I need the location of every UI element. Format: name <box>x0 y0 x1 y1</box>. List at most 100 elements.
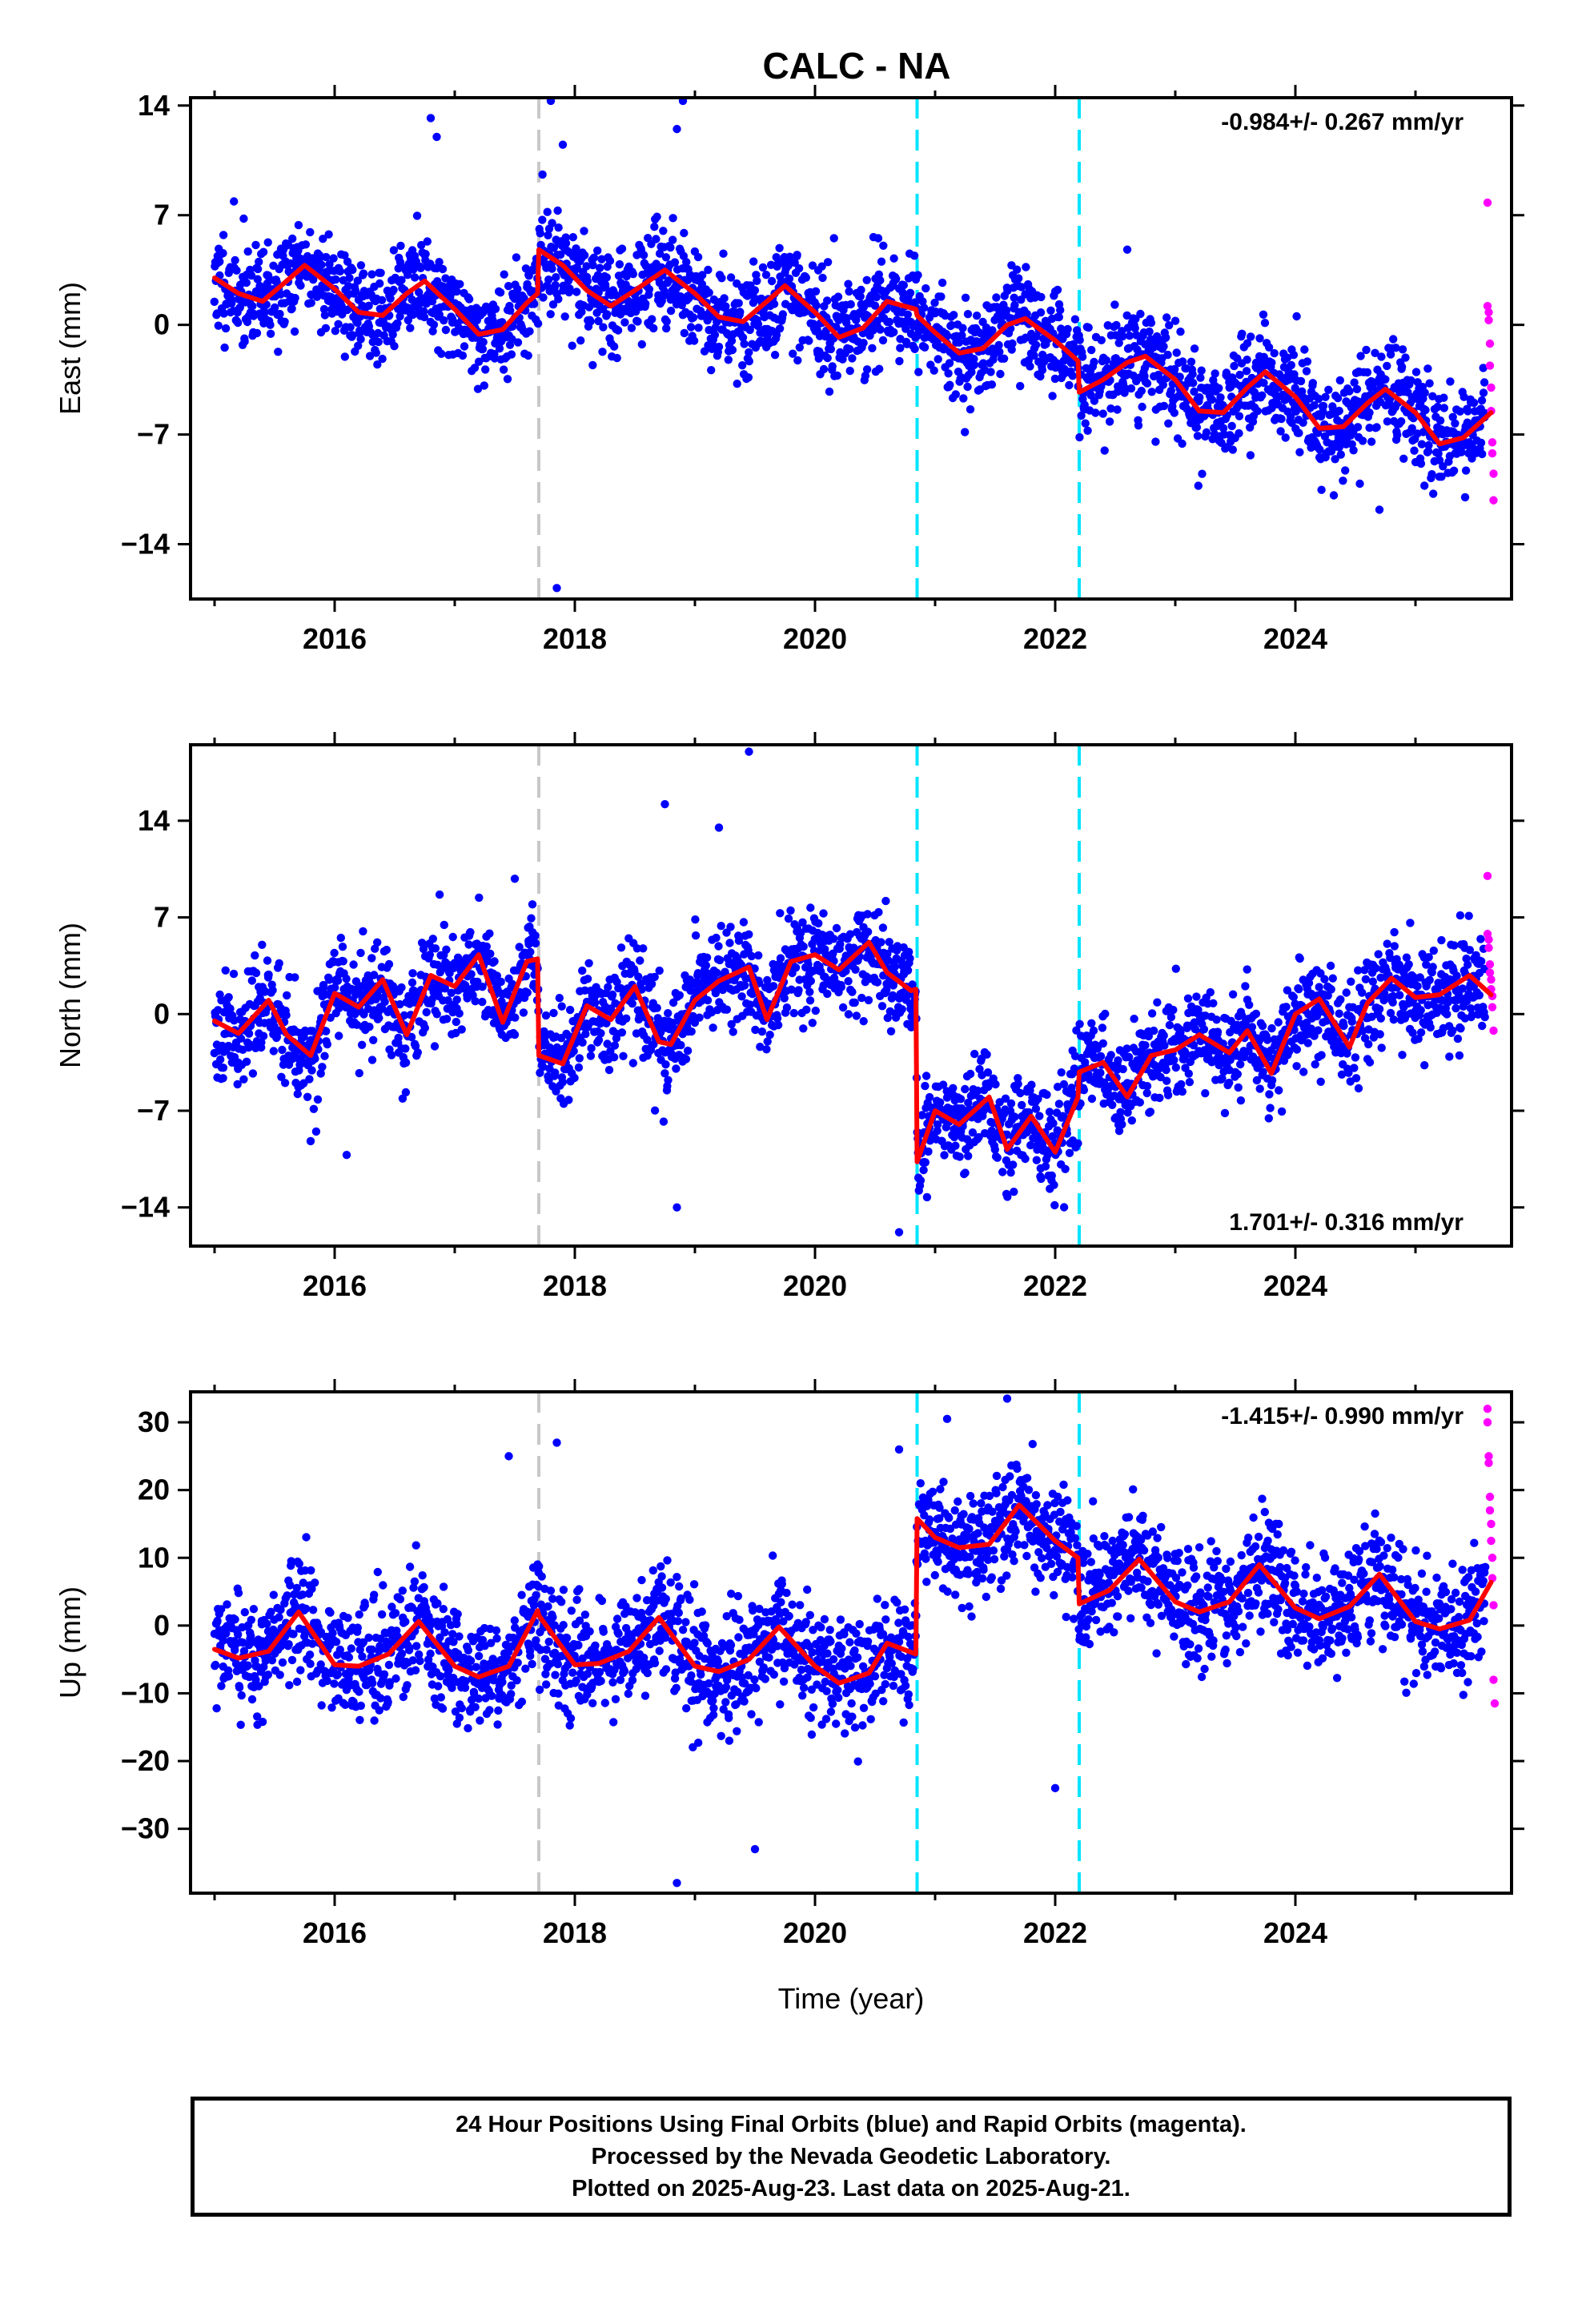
final-point <box>1016 381 1025 391</box>
final-point <box>224 993 233 1002</box>
final-point <box>335 267 345 275</box>
final-point <box>1101 1009 1110 1019</box>
final-point <box>628 1059 637 1068</box>
final-point <box>1446 377 1455 386</box>
final-point <box>787 985 796 994</box>
final-point <box>263 238 272 247</box>
final-point <box>1281 433 1290 442</box>
final-point <box>823 296 832 305</box>
final-point <box>1010 300 1019 310</box>
final-point <box>1417 440 1427 448</box>
final-point <box>570 1073 579 1083</box>
final-point <box>879 241 888 250</box>
final-point <box>1243 356 1251 364</box>
final-point <box>1112 320 1121 330</box>
final-point <box>874 907 883 917</box>
x-tick-label: 2016 <box>303 622 367 655</box>
rapid-point <box>1485 339 1495 348</box>
final-point <box>1065 380 1074 390</box>
final-point <box>1337 1070 1347 1080</box>
final-point <box>1158 380 1168 389</box>
final-point <box>373 360 382 369</box>
final-point <box>1449 466 1459 475</box>
final-point <box>828 362 837 371</box>
final-point <box>481 365 490 374</box>
final-point <box>972 312 982 320</box>
y-tick-label: −7 <box>137 418 170 451</box>
final-point <box>738 361 747 370</box>
final-point <box>819 364 829 374</box>
final-point <box>1479 364 1488 372</box>
final-point <box>220 343 229 352</box>
final-point <box>338 943 347 951</box>
final-point <box>470 364 480 372</box>
final-point <box>1142 1082 1152 1091</box>
final-point <box>895 356 904 366</box>
final-point <box>510 1030 520 1039</box>
final-point <box>1045 1108 1054 1116</box>
final-point <box>857 285 865 295</box>
final-point <box>272 1032 282 1042</box>
final-point <box>548 219 556 227</box>
final-point <box>892 275 901 283</box>
final-point <box>336 933 345 943</box>
final-point <box>1461 466 1471 475</box>
final-point <box>359 927 367 936</box>
final-point <box>478 997 487 1007</box>
final-point <box>734 299 743 308</box>
final-point <box>793 356 802 365</box>
final-point <box>662 324 671 333</box>
final-point <box>1292 1045 1302 1054</box>
final-point <box>689 1011 697 1021</box>
y-tick-label: 0 <box>154 308 170 341</box>
final-point <box>1433 402 1442 412</box>
final-point <box>324 230 333 239</box>
final-point <box>486 949 495 959</box>
final-point <box>622 271 631 281</box>
final-point <box>568 341 576 350</box>
final-point <box>416 263 425 272</box>
final-point <box>420 1023 429 1032</box>
final-point <box>290 327 299 336</box>
final-point <box>553 206 562 215</box>
final-point <box>1098 1023 1107 1032</box>
final-point <box>1002 306 1011 315</box>
final-point <box>1287 360 1296 370</box>
final-point <box>555 994 564 1003</box>
final-point <box>474 357 484 366</box>
final-point <box>1335 1009 1343 1018</box>
final-point <box>1056 306 1065 315</box>
final-point <box>1186 357 1196 366</box>
final-point <box>247 976 256 985</box>
final-point <box>687 1027 696 1036</box>
y-tick-label: 7 <box>154 199 170 231</box>
final-point <box>893 942 902 951</box>
final-point <box>369 1035 378 1045</box>
final-point <box>734 936 744 945</box>
final-point <box>525 327 534 336</box>
final-point <box>1478 449 1487 459</box>
final-point <box>466 927 475 937</box>
final-point <box>966 405 975 414</box>
final-point <box>319 980 328 990</box>
final-point <box>636 956 644 965</box>
final-point <box>512 253 521 262</box>
final-point <box>1135 1098 1145 1107</box>
final-point <box>272 278 281 287</box>
final-point <box>1074 1139 1082 1148</box>
final-point <box>275 309 284 319</box>
final-point <box>1238 329 1247 338</box>
final-outlier-point <box>678 98 688 106</box>
final-point <box>1050 1200 1059 1210</box>
final-point <box>1437 472 1446 481</box>
final-point <box>1350 378 1359 387</box>
final-point <box>868 344 877 352</box>
final-point <box>1172 348 1181 357</box>
final-point <box>1259 378 1268 388</box>
final-point <box>1245 1000 1254 1010</box>
final-point <box>316 1069 325 1078</box>
final-point <box>440 920 448 930</box>
final-point <box>591 999 600 1007</box>
final-point <box>1439 404 1449 412</box>
final-point <box>767 276 777 286</box>
